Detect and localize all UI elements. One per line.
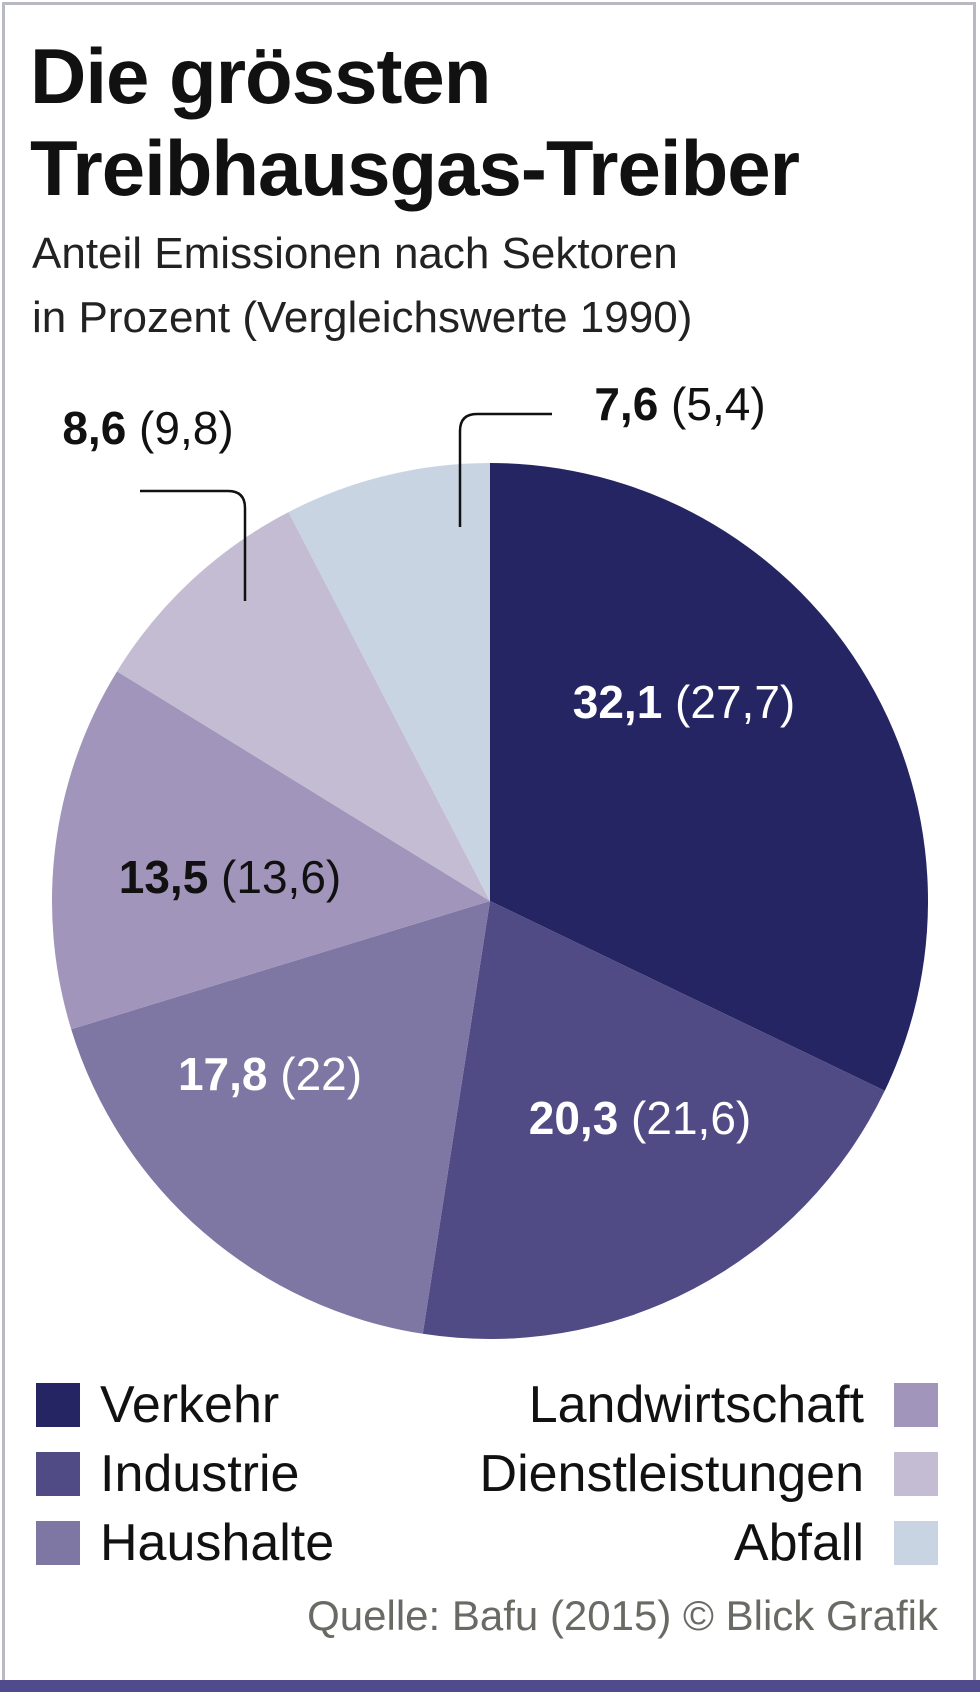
chart-title-line-1: Die grössten bbox=[30, 32, 491, 120]
legend-item-dienstleistungen: Dienstleistungen bbox=[479, 1445, 938, 1503]
legend-label-industrie: Industrie bbox=[100, 1445, 300, 1503]
slice-reference-value-industrie: (21,6) bbox=[618, 1092, 751, 1144]
legend-item-industrie: Industrie bbox=[36, 1445, 300, 1503]
slice-value-verkehr: 32,1 bbox=[573, 676, 663, 728]
pie-slice-industrie bbox=[422, 901, 885, 1340]
bottom-accent-bar bbox=[0, 1680, 980, 1692]
legend-label-haushalte: Haushalte bbox=[100, 1514, 335, 1572]
legend-item-landwirtschaft: Landwirtschaft bbox=[528, 1376, 938, 1434]
slice-value-industrie: 20,3 bbox=[529, 1092, 619, 1144]
pie-slice-landwirtschaft bbox=[51, 671, 490, 1030]
chart-subtitle-line-2: in Prozent (Vergleichswerte 1990) bbox=[32, 293, 693, 342]
leader-line-abfall bbox=[458, 412, 552, 527]
slice-label-abfall: 7,6 (5,4) bbox=[594, 378, 765, 430]
legend-swatch-landwirtschaft bbox=[894, 1383, 938, 1427]
legend-item-verkehr: Verkehr bbox=[36, 1376, 280, 1434]
legend-label-verkehr: Verkehr bbox=[100, 1376, 280, 1434]
chart-title: Die grössten Treibhausgas-Treiber bbox=[30, 30, 950, 214]
pie-slice-haushalte bbox=[71, 901, 490, 1334]
slice-value-dienstleistungen: 8,6 bbox=[62, 402, 126, 454]
chart-title-line-2: Treibhausgas-Treiber bbox=[30, 124, 800, 212]
slice-reference-value-dienstleistungen: (9,8) bbox=[126, 402, 233, 454]
slice-value-haushalte: 17,8 bbox=[178, 1048, 268, 1100]
slice-label-haushalte: 17,8 (22) bbox=[178, 1048, 362, 1100]
legend-item-abfall: Abfall bbox=[733, 1514, 938, 1572]
source-credit: Quelle: Bafu (2015) © Blick Grafik bbox=[307, 1592, 938, 1639]
legend-label-dienstleistungen: Dienstleistungen bbox=[479, 1445, 864, 1503]
slice-reference-value-abfall: (5,4) bbox=[658, 378, 765, 430]
legend-swatch-haushalte bbox=[36, 1521, 80, 1565]
legend-label-landwirtschaft: Landwirtschaft bbox=[528, 1376, 864, 1434]
legend-swatch-dienstleistungen bbox=[894, 1452, 938, 1496]
leader-line-dienstleistungen bbox=[140, 489, 247, 601]
legend-swatch-abfall bbox=[894, 1521, 938, 1565]
slice-label-landwirtschaft: 13,5 (13,6) bbox=[119, 851, 341, 903]
legend-label-abfall: Abfall bbox=[733, 1514, 864, 1572]
slice-value-abfall: 7,6 bbox=[594, 378, 658, 430]
legend-swatch-industrie bbox=[36, 1452, 80, 1496]
legend-swatch-verkehr bbox=[36, 1383, 80, 1427]
slice-reference-value-haushalte: (22) bbox=[267, 1048, 362, 1100]
slice-reference-value-verkehr: (27,7) bbox=[662, 676, 795, 728]
pie-slice-dienstleistungen bbox=[117, 512, 490, 901]
slice-label-dienstleistungen: 8,6 (9,8) bbox=[62, 402, 233, 454]
chart-subtitle: Anteil Emissionen nach Sektoren in Proze… bbox=[32, 222, 952, 350]
slice-value-landwirtschaft: 13,5 bbox=[119, 851, 209, 903]
pie-slice-abfall bbox=[288, 463, 490, 901]
slice-label-verkehr: 32,1 (27,7) bbox=[573, 676, 795, 728]
slice-reference-value-landwirtschaft: (13,6) bbox=[208, 851, 341, 903]
pie-slice-verkehr bbox=[490, 463, 929, 1091]
chart-subtitle-line-1: Anteil Emissionen nach Sektoren bbox=[32, 229, 678, 278]
slice-label-industrie: 20,3 (21,6) bbox=[529, 1092, 751, 1144]
legend-item-haushalte: Haushalte bbox=[36, 1514, 335, 1572]
